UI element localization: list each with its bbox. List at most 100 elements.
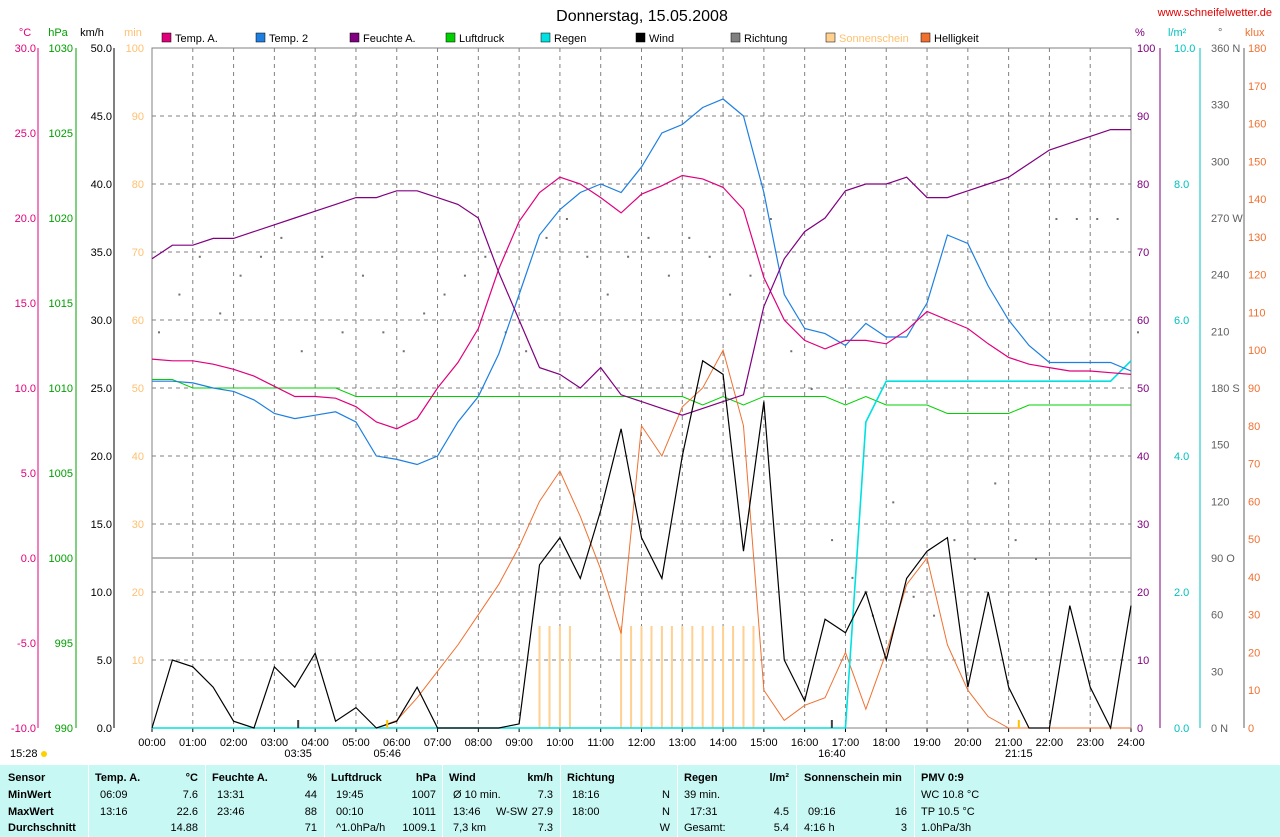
klux-axis-tick-label: 20 (1248, 647, 1260, 659)
legend-swatch (445, 32, 456, 43)
legend-swatch (540, 32, 551, 43)
direction-point (158, 331, 160, 334)
klux-axis-tick-label: 30 (1248, 610, 1260, 622)
sunrise-mark-label: 05:46 (373, 748, 401, 760)
x-tick-label: 03:00 (261, 737, 289, 749)
lm2-axis-tick-label: 8.0 (1174, 179, 1189, 191)
rain-line (152, 360, 1132, 729)
direction-point (382, 331, 385, 334)
richtung-value: N (662, 789, 670, 801)
temp-axis-tick-label: 15.0 (15, 298, 36, 310)
pmv-value: WC 10.8 °C (921, 789, 980, 801)
direction-point (1014, 539, 1017, 542)
direction-point (239, 274, 242, 277)
klux-axis-tick-label: 180 (1248, 43, 1266, 55)
deg-axis-tick-label: 360 N (1211, 43, 1240, 55)
deg-axis-tick-label: 330 (1211, 100, 1229, 112)
luftdruck-value: 1009.1 (402, 822, 436, 834)
klux-axis-tick-label: 150 (1248, 156, 1266, 168)
regen-value: 4.5 (773, 806, 789, 818)
richtung-value: N (662, 806, 670, 818)
column-divider (324, 765, 325, 837)
temp-axis-unit: °C (19, 27, 31, 39)
now-label: 15:28 (10, 748, 38, 760)
hpa-axis-tick-label: 1000 (49, 553, 73, 565)
deg-axis-tick-label: 90 O (1211, 553, 1235, 565)
legend-swatch (255, 32, 266, 43)
luftdruck-value: 1011 (412, 806, 436, 818)
sunshine-bar (752, 626, 755, 728)
deg-axis-tick-label: 180 S (1211, 383, 1240, 395)
kmh-axis-tick-label: 45.0 (91, 111, 112, 123)
direction-point (994, 482, 997, 485)
lm2-axis-tick-label: 4.0 (1174, 451, 1189, 463)
direction-point (545, 236, 548, 239)
direction-point (749, 274, 752, 277)
legend-swatch (730, 32, 741, 43)
klux-axis-unit: klux (1245, 27, 1265, 39)
wind-direction: W-SW (496, 806, 528, 818)
klux-axis-tick-label: 60 (1248, 496, 1260, 508)
hpa-axis-unit: hPa (48, 27, 68, 39)
klux-axis-tick-label: 90 (1248, 383, 1260, 395)
direction-point (361, 274, 364, 277)
min-axis-tick-label: 30 (132, 519, 144, 531)
sonne-value: 16 (894, 806, 907, 818)
x-tick-label: 21:00 (995, 737, 1023, 749)
luftdruck-time: 19:45 (336, 789, 364, 801)
hpa-axis-tick-label: 1020 (49, 213, 73, 225)
x-tick-label: 05:00 (342, 737, 370, 749)
x-tick-label: 15:00 (750, 737, 778, 749)
wind-value: 7.3 (537, 822, 553, 834)
wind-value: 7.3 (537, 789, 553, 801)
header-wind: Wind (449, 772, 476, 784)
temp2-line (152, 98, 1132, 466)
direction-point (565, 218, 568, 220)
pct-axis-tick-label: 0 (1137, 723, 1143, 735)
direction-point (484, 255, 487, 258)
pct-axis-tick-label: 70 (1137, 247, 1149, 259)
direction-point (300, 350, 303, 353)
row-label-avg: Durchschnitt (8, 822, 76, 834)
sunshine-bar (640, 626, 643, 728)
min-axis-unit: min (124, 27, 142, 39)
kmh-axis-tick-label: 50.0 (91, 43, 112, 55)
pct-axis-tick-label: 10 (1137, 655, 1149, 667)
moonrise-mark-label: 03:35 (284, 748, 312, 760)
sunshine-bar (732, 626, 735, 728)
x-tick-label: 11:00 (587, 737, 614, 749)
deg-axis-unit: ° (1218, 27, 1222, 39)
luftdruck-value: 1007 (411, 789, 436, 801)
pct-axis-tick-label: 20 (1137, 587, 1149, 599)
sonne-time: 4:16 h (804, 822, 835, 834)
legend-label: Luftdruck (459, 33, 505, 45)
direction-point (953, 539, 956, 542)
deg-axis-tick-label: 0 N (1211, 723, 1228, 735)
luftdruck-time: ^1.0hPa/h (336, 822, 386, 834)
site-link[interactable]: www.schneifelwetter.de (1157, 7, 1272, 19)
deg-axis-tick-label: 60 (1211, 610, 1223, 622)
min-axis-tick-label: 70 (132, 247, 144, 259)
pct-axis-tick-label: 100 (1137, 43, 1155, 55)
klux-axis-tick-label: 80 (1248, 421, 1260, 433)
header-luftdruck: Luftdruck (331, 772, 382, 784)
kmh-axis-tick-label: 30.0 (91, 315, 112, 327)
feuchte-value: 44 (304, 789, 317, 801)
kmh-axis-tick-label: 5.0 (97, 655, 112, 667)
deg-axis-tick-label: 30 (1211, 666, 1223, 678)
header-feuchte-unit: % (307, 772, 317, 784)
sun-moon-marks: 15:28 03:35 05:46 16:40 21:15 (10, 720, 1033, 760)
column-divider (560, 765, 561, 837)
chart-title: Donnerstag, 15.05.2008 (556, 8, 728, 25)
direction-point (402, 350, 405, 353)
legend-swatch (825, 32, 836, 43)
direction-point (688, 236, 691, 239)
min-axis-tick-label: 10 (132, 655, 144, 667)
x-tick-label: 23:00 (1076, 737, 1104, 749)
sunshine-bar (620, 626, 623, 728)
humidity-line (151, 129, 1131, 416)
kmh-axis-tick-label: 40.0 (91, 179, 112, 191)
row-label-min: MinWert (8, 789, 52, 801)
row-label-max: MaxWert (8, 806, 54, 818)
x-tick-label: 06:00 (383, 737, 411, 749)
